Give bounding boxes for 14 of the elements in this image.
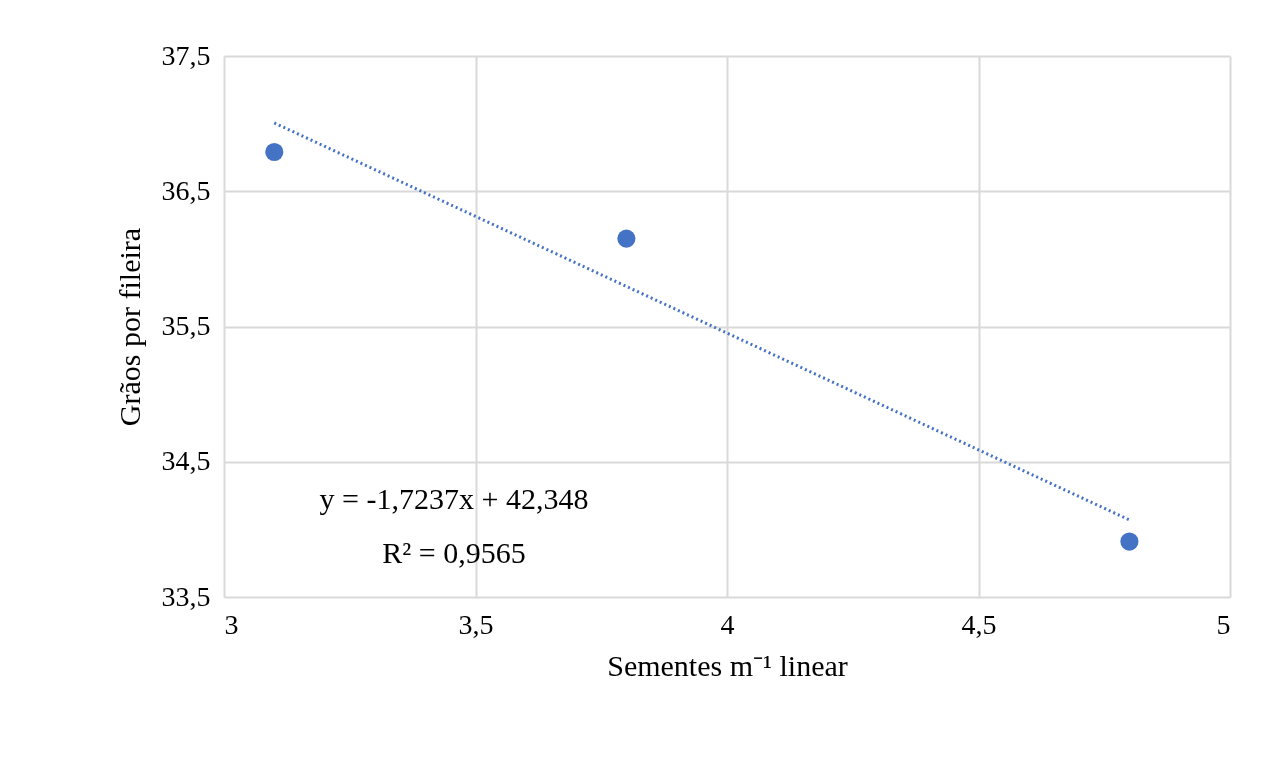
y-axis-title: Grãos por fileira — [112, 227, 146, 427]
x-tick-label: 4 — [720, 608, 735, 640]
y-tick-label: 36,5 — [161, 174, 211, 206]
x-tick-label: 5 — [1216, 608, 1231, 640]
y-tick-label: 37,5 — [161, 39, 211, 71]
x-tick-label: 3 — [224, 608, 239, 640]
x-tick-label: 3,5 — [458, 608, 494, 640]
x-tick-label: 4,5 — [961, 608, 997, 640]
annotation: R² = 0,9565 — [382, 536, 526, 569]
y-tick-label: 33,5 — [161, 580, 211, 612]
y-tick-label: 34,5 — [161, 445, 211, 477]
y-tick-label: 35,5 — [161, 310, 211, 341]
annotation: y = -1,7237x + 42,348 — [319, 482, 589, 515]
x-axis-title: Sementes m⁻¹ linear — [607, 648, 848, 682]
